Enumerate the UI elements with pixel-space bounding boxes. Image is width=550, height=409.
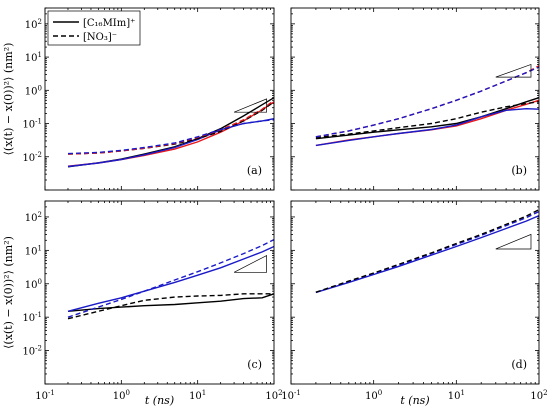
x-axis-label: t (ns) xyxy=(145,394,174,407)
legend-box xyxy=(47,10,141,46)
slope-triangle xyxy=(233,254,267,273)
panel-label: (c) xyxy=(247,358,262,371)
series-line-4 xyxy=(67,238,275,318)
slope-triangle xyxy=(495,233,532,250)
axes-frame xyxy=(290,7,540,191)
x-tick-label: 102 xyxy=(265,389,282,402)
series-line-5 xyxy=(315,65,540,138)
y-tick-label: 10-2 xyxy=(22,345,42,358)
panel-a: 10-2 10-1 100 101 102 (a) ⟨(x(t) − x(0))²⟩ (nm… xyxy=(2,7,275,191)
y-tick-label: 102 xyxy=(25,18,42,31)
panel-c: 10-1 100 101 102 10-2 10-1 100 101 102 (c) t (ns) ⟨… xyxy=(2,200,283,407)
y-tick-label: 10-1 xyxy=(22,311,42,324)
series-line-2 xyxy=(67,245,275,312)
x-tick-label: 102 xyxy=(530,389,547,402)
y-axis-label: ⟨(x(t) − x(0))²⟩ (nm²) xyxy=(2,236,15,349)
axes-frame xyxy=(44,7,275,191)
series-line-3 xyxy=(315,209,540,293)
panel-label: (b) xyxy=(511,164,527,177)
legend-label: [NO₃]⁻ xyxy=(83,32,117,43)
y-axis-label: ⟨(x(t) − x(0))²⟩ (nm²) xyxy=(2,43,15,156)
x-tick-label: 101 xyxy=(189,389,206,402)
y-tick-label: 100 xyxy=(25,278,42,291)
slope-triangle xyxy=(233,98,267,113)
series-line-1 xyxy=(315,97,540,140)
series-line-3 xyxy=(67,293,274,320)
y-tick-label: 102 xyxy=(25,211,42,224)
slope-triangle xyxy=(495,63,532,78)
series-line-2 xyxy=(315,210,540,294)
series-line-2 xyxy=(67,101,275,167)
y-tick-label: 10-2 xyxy=(22,151,42,164)
y-tick-label: 10-1 xyxy=(22,118,42,131)
x-tick-label: 101 xyxy=(448,389,465,402)
series-line-6 xyxy=(67,119,275,155)
axes-frame xyxy=(290,200,540,385)
x-tick-label: 100 xyxy=(113,389,130,402)
axes-frame xyxy=(44,200,275,385)
series-line-1 xyxy=(315,214,540,294)
x-tick-label: 100 xyxy=(365,389,382,402)
series-line-4 xyxy=(67,101,275,155)
panel-d: 10-1 100 101 102 (d) t (ns) xyxy=(281,200,548,407)
y-tick-label: 100 xyxy=(25,84,42,97)
legend: [C₁₆MIm]⁺ [NO₃]⁻ xyxy=(47,10,141,46)
series-line-6 xyxy=(315,66,540,138)
series-line-4 xyxy=(315,101,540,139)
x-tick-label: 10-1 xyxy=(35,389,55,402)
panel-label: (d) xyxy=(511,358,527,371)
legend-label: [C₁₆MIm]⁺ xyxy=(83,18,135,29)
panel-b: (b) xyxy=(290,7,540,191)
panel-label: (a) xyxy=(247,164,262,177)
series-line-3 xyxy=(67,118,275,168)
x-axis-label: t (ns) xyxy=(400,394,429,407)
series-line-3 xyxy=(315,107,540,147)
series-line-1 xyxy=(67,97,275,168)
x-tick-label: 10-1 xyxy=(281,389,301,402)
y-tick-label: 101 xyxy=(25,244,42,257)
y-tick-label: 101 xyxy=(25,51,42,64)
